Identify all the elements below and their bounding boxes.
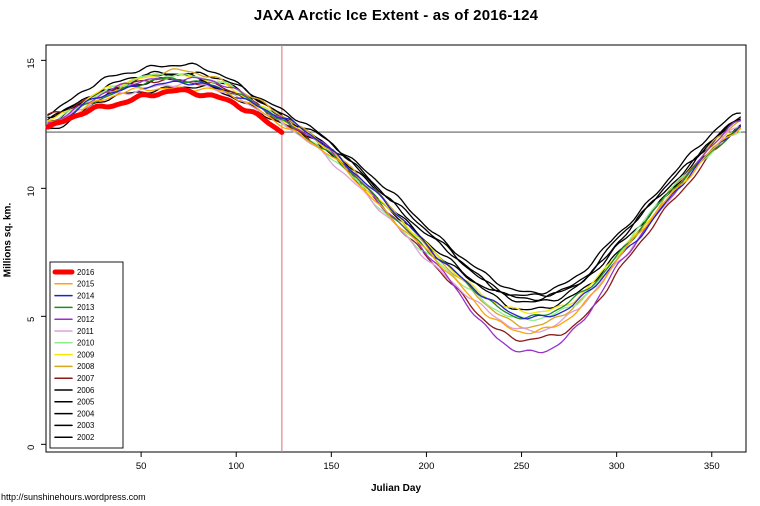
- x-tick-label: 100: [228, 461, 244, 472]
- x-tick-label: 50: [136, 461, 147, 472]
- chart-title: JAXA Arctic Ice Extent - as of 2016-124: [253, 7, 539, 24]
- legend-label-2003: 2003: [77, 421, 94, 430]
- y-tick-label: 0: [26, 445, 37, 450]
- legend-label-2008: 2008: [77, 362, 94, 371]
- series-line-2011: [47, 80, 741, 333]
- plot-box: [45, 44, 747, 453]
- legend-label-2009: 2009: [77, 350, 94, 359]
- series-line-2004: [47, 70, 741, 298]
- x-tick-label: 350: [704, 461, 720, 472]
- x-tick-label: 250: [514, 461, 530, 472]
- series-line-2003: [47, 62, 741, 295]
- x-tick-label: 300: [609, 461, 625, 472]
- legend-label-2002: 2002: [77, 433, 94, 442]
- x-tick-label: 150: [323, 461, 339, 472]
- series-line-2002: [47, 72, 741, 302]
- y-tick-label: 15: [26, 58, 37, 69]
- legend-label-2004: 2004: [77, 409, 95, 418]
- footer-url: http://sunshinehours.wordpress.com: [1, 492, 146, 502]
- y-axis-label: Millions sq. km.: [2, 202, 14, 278]
- legend-label-2015: 2015: [77, 280, 95, 289]
- legend-label-2014: 2014: [77, 291, 95, 300]
- y-tick-label: 10: [26, 186, 37, 197]
- x-tick-label: 200: [419, 461, 435, 472]
- series-line-2013: [47, 76, 741, 320]
- legend-label-2012: 2012: [77, 315, 94, 324]
- y-tick-label: 5: [26, 317, 37, 322]
- series-line-2010: [47, 73, 741, 322]
- series-line-2012: [47, 76, 741, 354]
- x-axis-label: Julian Day: [370, 483, 422, 494]
- series-line-2016: [45, 87, 285, 135]
- legend-label-2011: 2011: [77, 327, 94, 336]
- series-line-2014: [47, 80, 741, 320]
- series-line-2008: [47, 68, 741, 329]
- legend-label-2006: 2006: [77, 386, 94, 395]
- legend-label-2007: 2007: [77, 374, 94, 383]
- legend-label-2010: 2010: [77, 339, 95, 348]
- legend-label-2013: 2013: [77, 303, 94, 312]
- series-line-2006: [47, 84, 741, 303]
- legend-label-2016: 2016: [77, 268, 94, 277]
- series-line-2009: [47, 74, 741, 315]
- series-line-2015: [47, 86, 741, 335]
- legend-label-2005: 2005: [77, 398, 95, 407]
